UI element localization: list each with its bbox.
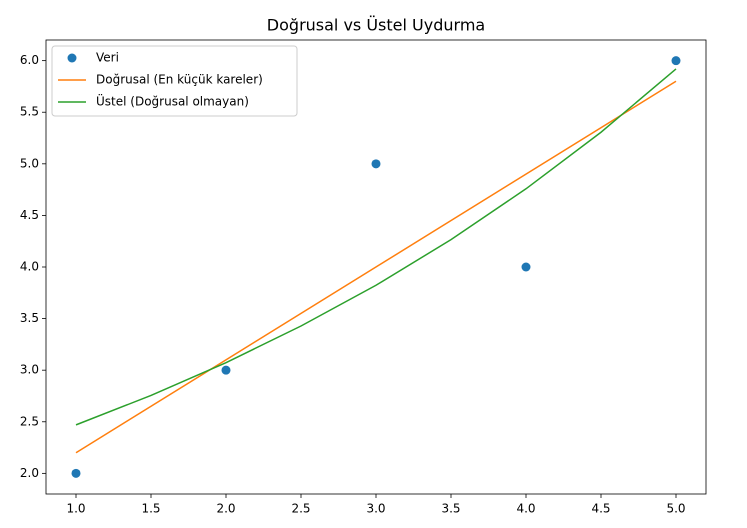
- fit-line: [75, 80, 677, 454]
- fit-line: [75, 68, 677, 426]
- x-tick-label: 3.5: [441, 502, 460, 516]
- y-tick-label: 3.0: [20, 363, 39, 377]
- y-tick-label: 3.5: [20, 311, 39, 325]
- y-tick-label: 5.0: [20, 156, 39, 170]
- legend-marker: [67, 53, 77, 63]
- x-tick-label: 5.0: [666, 502, 685, 516]
- legend-label: Veri: [96, 51, 119, 65]
- y-tick-label: 6.0: [20, 53, 39, 67]
- x-tick-label: 2.5: [291, 502, 310, 516]
- y-tick-label: 2.5: [20, 414, 39, 428]
- y-tick-label: 4.0: [20, 260, 39, 274]
- data-point: [371, 159, 381, 169]
- data-point: [521, 262, 531, 272]
- y-tick-label: 4.5: [20, 208, 39, 222]
- data-point: [71, 468, 81, 478]
- x-tick-label: 1.5: [141, 502, 160, 516]
- chart-title: Doğrusal vs Üstel Uydurma: [267, 16, 485, 35]
- y-tick-label: 5.5: [20, 105, 39, 119]
- legend-label: Üstel (Doğrusal olmayan): [96, 93, 249, 109]
- legend-box: [51, 45, 298, 117]
- x-tick-label: 4.5: [591, 502, 610, 516]
- x-tick-label: 2.0: [216, 502, 235, 516]
- data-point: [671, 56, 681, 66]
- x-tick-label: 3.0: [366, 502, 385, 516]
- y-tick-label: 2.0: [20, 466, 39, 480]
- x-tick-label: 1.0: [66, 502, 85, 516]
- legend-label: Doğrusal (En küçük kareler): [96, 73, 263, 87]
- x-tick-label: 4.0: [516, 502, 535, 516]
- data-point: [221, 365, 231, 375]
